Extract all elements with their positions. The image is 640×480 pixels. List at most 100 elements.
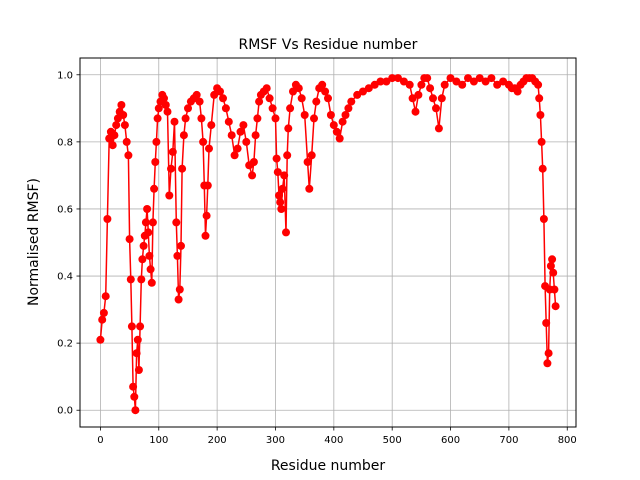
- data-point: [481, 77, 490, 86]
- data-point: [133, 335, 142, 344]
- data-point: [534, 80, 543, 89]
- data-point: [310, 114, 318, 123]
- data-point: [110, 131, 119, 140]
- data-point: [458, 80, 467, 89]
- data-point: [127, 322, 136, 331]
- data-point: [216, 87, 224, 96]
- data-point: [125, 235, 134, 244]
- data-point: [286, 104, 295, 113]
- data-point: [132, 349, 141, 358]
- data-point: [329, 121, 338, 130]
- data-point: [203, 181, 212, 190]
- y-tick-label: 0.8: [57, 137, 73, 148]
- data-point: [321, 87, 330, 96]
- data-point: [227, 131, 236, 140]
- data-point: [276, 198, 285, 207]
- data-point: [538, 164, 547, 173]
- data-point: [136, 322, 145, 331]
- x-axis: 0 100 200 300 400 500 600 700 800: [97, 427, 577, 446]
- data-point: [103, 215, 112, 223]
- y-tick-label: 0.2: [57, 339, 73, 350]
- data-point: [249, 158, 258, 166]
- data-point: [303, 158, 312, 166]
- series-rmsf: [96, 74, 560, 415]
- data-point: [452, 77, 461, 86]
- data-point: [537, 137, 546, 146]
- data-point: [332, 127, 341, 136]
- data-point: [341, 111, 350, 119]
- data-point: [112, 121, 121, 130]
- data-point: [167, 164, 175, 173]
- y-tick-label: 0.0: [57, 406, 73, 417]
- data-point: [201, 231, 210, 240]
- data-point: [405, 80, 414, 89]
- data-point: [160, 94, 168, 103]
- data-point: [179, 131, 188, 140]
- data-point: [161, 101, 170, 109]
- data-point: [408, 94, 417, 103]
- data-point: [426, 84, 435, 93]
- data-point: [148, 218, 157, 227]
- data-point: [544, 349, 553, 358]
- data-point: [499, 77, 508, 86]
- data-point: [280, 171, 289, 180]
- data-point: [131, 406, 140, 415]
- data-point: [99, 308, 108, 317]
- data-point: [170, 117, 179, 126]
- data-point: [542, 319, 551, 327]
- data-point: [284, 124, 293, 133]
- data-point: [278, 184, 287, 193]
- data-point: [475, 74, 484, 83]
- data-point: [277, 205, 286, 213]
- data-point: [469, 77, 478, 86]
- data-point: [195, 97, 204, 106]
- data-point: [126, 275, 135, 284]
- data-point: [242, 137, 251, 146]
- chart-title: RMSF Vs Residue number: [239, 37, 418, 53]
- data-point: [265, 94, 274, 103]
- data-point: [165, 191, 174, 200]
- data-point: [172, 218, 181, 227]
- data-point: [307, 151, 316, 160]
- data-point: [120, 121, 129, 130]
- data-point: [347, 97, 356, 106]
- x-axis-title: Residue number: [271, 458, 386, 474]
- x-tick-label: 100: [149, 435, 168, 446]
- x-tick-label: 600: [441, 435, 460, 446]
- data-point: [417, 80, 426, 89]
- data-point: [513, 87, 522, 96]
- data-point: [388, 74, 397, 83]
- data-point: [446, 74, 455, 83]
- data-point: [221, 104, 230, 113]
- data-point: [219, 94, 227, 103]
- x-tick-label: 800: [558, 435, 577, 446]
- data-point: [153, 114, 162, 123]
- data-point: [464, 74, 472, 83]
- data-point: [175, 285, 184, 294]
- data-point: [210, 90, 219, 99]
- data-point: [233, 144, 242, 153]
- data-point: [283, 151, 292, 160]
- data-point: [289, 87, 297, 96]
- x-tick-label: 700: [499, 435, 518, 446]
- data-point: [173, 251, 182, 260]
- series-line: [99, 77, 557, 411]
- data-point: [370, 80, 379, 89]
- data-point: [101, 292, 110, 301]
- data-point: [546, 262, 555, 270]
- data-point: [551, 302, 560, 311]
- data-point: [154, 104, 163, 113]
- data-point: [124, 151, 133, 160]
- data-point: [434, 124, 443, 133]
- data-point: [199, 137, 208, 146]
- data-point: [423, 74, 432, 83]
- data-point: [236, 127, 245, 136]
- y-tick-label: 0.4: [57, 272, 73, 283]
- data-point: [364, 84, 373, 93]
- data-point: [535, 94, 544, 103]
- data-point: [138, 255, 147, 264]
- data-point: [174, 295, 183, 304]
- data-point: [119, 111, 128, 119]
- data-point: [168, 147, 177, 156]
- data-point: [253, 114, 262, 123]
